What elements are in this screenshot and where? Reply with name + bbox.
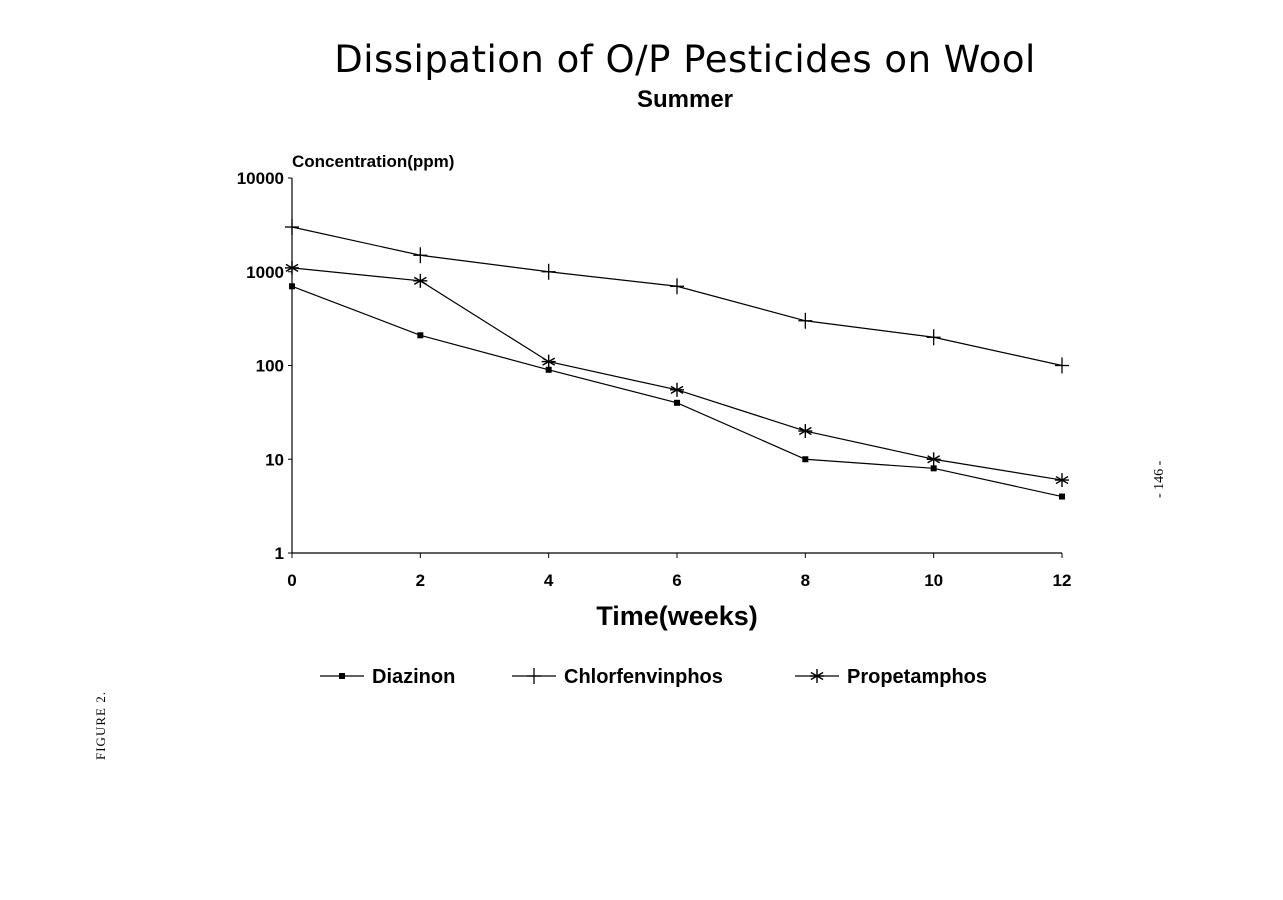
x-tick-label: 4	[544, 571, 554, 590]
point-chlorfenvinphos-12	[1055, 357, 1069, 374]
point-diazinon-10	[930, 465, 937, 472]
point-chlorfenvinphos-8	[798, 312, 813, 329]
x-tick-label: 8	[801, 571, 810, 590]
point-propetamphos-2	[413, 273, 428, 288]
point-diazinon-12	[1059, 493, 1065, 500]
point-propetamphos-0	[285, 260, 299, 275]
point-diazinon-4	[545, 366, 552, 373]
point-chlorfenvinphos-6	[670, 278, 684, 295]
x-tick-label: 0	[287, 571, 296, 590]
point-chlorfenvinphos-2	[413, 247, 428, 264]
legend-marker-propetamphos	[810, 669, 824, 683]
chart-title: Dissipation of O/P Pesticides on Wool	[334, 38, 1036, 81]
point-diazinon-2	[417, 332, 424, 339]
y-tick-label: 1000	[246, 263, 284, 282]
legend-label-diazinon: Diazinon	[372, 666, 455, 688]
y-tick-label: 10000	[237, 169, 284, 188]
legend-marker-diazinon	[339, 673, 345, 679]
point-propetamphos-4	[541, 354, 556, 369]
x-tick-label: 12	[1053, 571, 1072, 590]
point-propetamphos-8	[798, 424, 813, 439]
x-tick-label: 6	[672, 571, 681, 590]
point-chlorfenvinphos-4	[541, 263, 556, 280]
point-propetamphos-10	[926, 452, 941, 467]
legend-marker-chlorfenvinphos	[527, 668, 541, 684]
chart-subtitle: Summer	[636, 86, 734, 113]
point-diazinon-8	[802, 456, 809, 463]
y-axis-label: Concentration(ppm)	[292, 152, 454, 171]
point-diazinon-6	[674, 399, 680, 406]
x-tick-label: 10	[924, 571, 943, 590]
y-tick-label: 1	[275, 544, 284, 563]
series-line-chlorfenvinphos	[291, 226, 1063, 367]
y-tick-label: 10	[265, 450, 284, 469]
series-line-propetamphos	[291, 267, 1063, 481]
point-diazinon-0	[289, 283, 295, 290]
legend-label-propetamphos: Propetamphos	[847, 666, 987, 688]
point-chlorfenvinphos-10	[926, 329, 941, 346]
y-tick-label: 100	[256, 357, 284, 376]
point-propetamphos-6	[670, 382, 684, 397]
legend-label-chlorfenvinphos: Chlorfenvinphos	[564, 666, 723, 688]
x-axis-label: Time(weeks)	[596, 601, 758, 631]
x-tick-label: 2	[416, 571, 425, 590]
point-chlorfenvinphos-0	[285, 219, 299, 236]
point-propetamphos-12	[1055, 473, 1069, 488]
